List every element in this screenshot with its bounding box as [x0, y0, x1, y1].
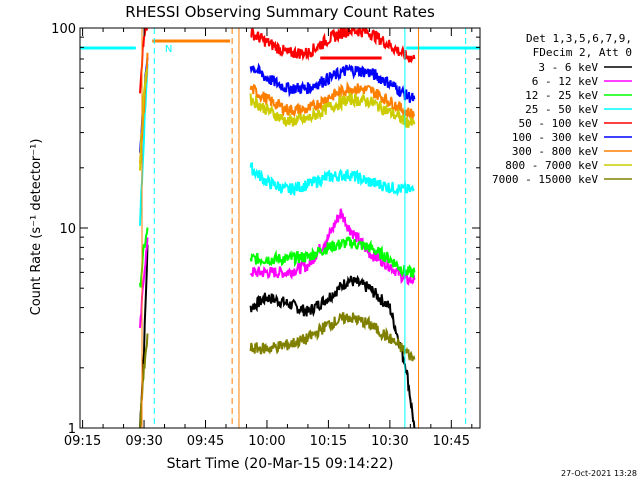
series-6-line-1	[249, 80, 416, 120]
series-3-line-0	[139, 63, 149, 226]
flag-bar-label: N	[165, 44, 172, 55]
legend-item-label: 50 - 100 keV	[519, 117, 599, 130]
y-tick-label: 1	[68, 422, 76, 437]
series-8-line-1	[249, 312, 416, 362]
footer-date: 27-Oct-2021 13:28	[561, 469, 637, 478]
series-1-group	[139, 208, 416, 328]
series-7-line-0	[139, 68, 149, 171]
legend-item-label: 25 - 50 keV	[525, 103, 598, 116]
series-7-line-1	[249, 92, 416, 128]
x-axis-label: Start Time (20-Mar-15 09:14:22)	[167, 456, 394, 472]
x-tick-label: 10:30	[371, 434, 408, 449]
legend-header-line: FDecim 2, Att 0	[533, 46, 632, 59]
series-4-line-1	[250, 28, 416, 64]
legend-item-label: 12 - 25 keV	[525, 89, 598, 102]
y-axis-label: Count Rate (s⁻¹ detector⁻¹)	[29, 139, 44, 316]
legend-item-label: 3 - 6 keV	[538, 61, 598, 74]
y-tick-label: 100	[51, 22, 76, 37]
series-2-line-0	[139, 227, 149, 288]
legend-item-label: 7000 - 15000 keV	[492, 173, 598, 186]
x-tick-label: 09:15	[64, 434, 101, 449]
series-1-line-0	[139, 237, 149, 328]
x-tick-label: 09:45	[187, 434, 224, 449]
legend-item-label: 800 - 7000 keV	[505, 159, 598, 172]
series-0-line-1	[249, 274, 416, 428]
series-7-group	[139, 68, 416, 171]
x-tick-label: 10:15	[310, 434, 347, 449]
series-8-group	[139, 312, 416, 428]
x-tick-label: 09:30	[125, 434, 162, 449]
series-2-line-1	[249, 236, 416, 278]
legend-item-label: 100 - 300 keV	[512, 131, 598, 144]
x-tick-label: 10:00	[248, 434, 285, 449]
series-0-group	[139, 244, 416, 428]
legend-item-label: 300 - 800 keV	[512, 145, 598, 158]
series-1-line-1	[249, 208, 416, 286]
series-3-group	[139, 63, 415, 226]
series-8-line-0	[139, 333, 149, 428]
y-tick-label: 10	[59, 222, 76, 237]
legend-header-line: Det 1,3,5,6,7,9,	[526, 32, 632, 45]
series-5-line-1	[249, 62, 416, 103]
chart-title: RHESSI Observing Summary Count Rates	[125, 3, 435, 21]
legend-item-label: 6 - 12 keV	[532, 75, 599, 88]
series-3-line-1	[249, 162, 415, 197]
x-tick-label: 10:45	[433, 434, 470, 449]
series-2-group	[139, 227, 416, 288]
